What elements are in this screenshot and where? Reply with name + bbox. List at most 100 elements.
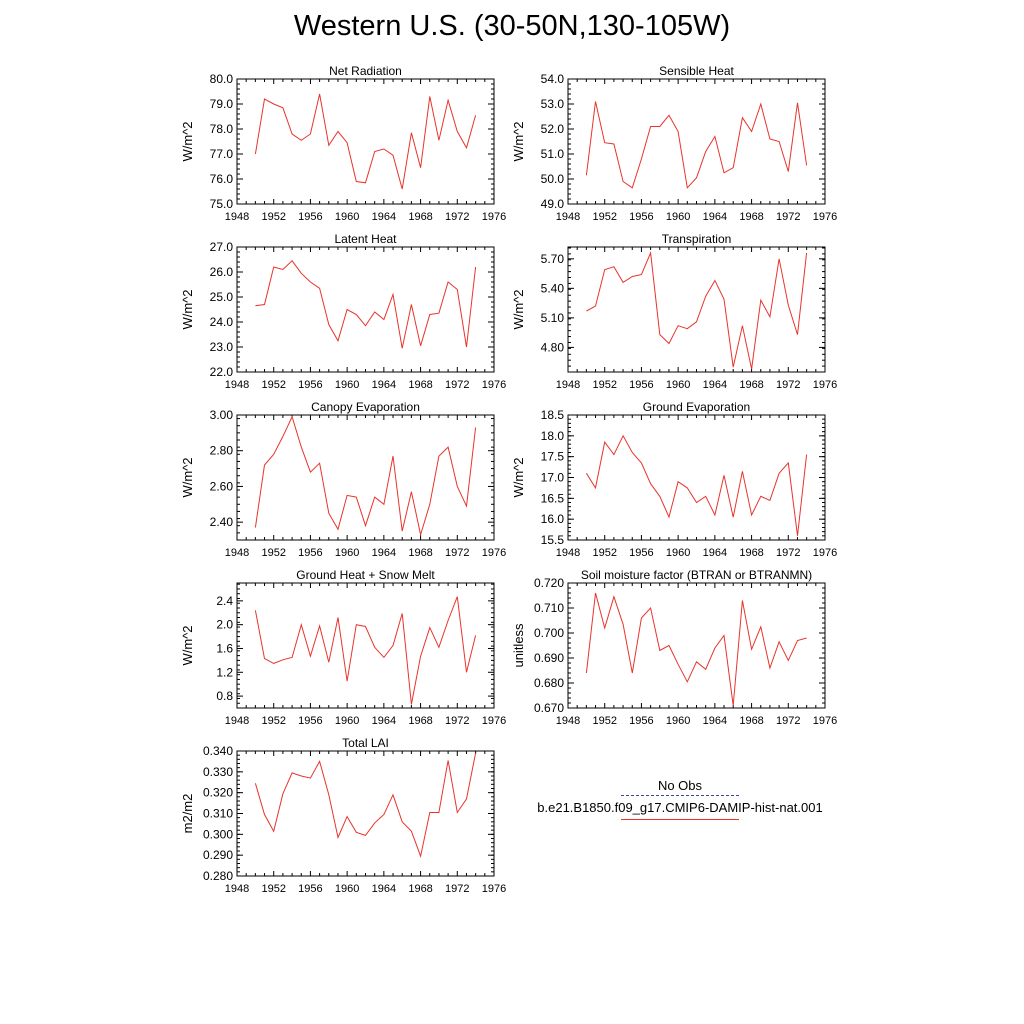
panel-title: Latent Heat xyxy=(334,232,397,246)
panel-title: Soil moisture factor (BTRAN or BTRANMN) xyxy=(581,568,812,582)
y-tick-label: 2.60 xyxy=(210,479,234,493)
x-tick-label: 1952 xyxy=(261,547,285,559)
y-tick-label: 17.5 xyxy=(541,450,565,464)
y-tick-label: 1.2 xyxy=(216,665,233,679)
page-title: Western U.S. (30-50N,130-105W) xyxy=(293,10,731,42)
x-tick-label: 1976 xyxy=(813,211,837,223)
y-tick-label: 5.70 xyxy=(541,252,565,266)
x-tick-label: 1972 xyxy=(445,715,469,727)
y-tick-label: 0.670 xyxy=(534,701,564,715)
y-tick-label: 53.0 xyxy=(541,97,565,111)
x-tick-label: 1964 xyxy=(372,547,396,559)
chart-panel-6: Ground Evaporation W/m^2 1948 1952 1956 1960 1… xyxy=(511,400,837,559)
series-line xyxy=(254,415,477,537)
x-tick-label: 1948 xyxy=(225,715,249,727)
y-tick-label: 15.5 xyxy=(541,533,565,547)
plot-frame xyxy=(567,78,826,205)
x-tick-label: 1952 xyxy=(592,547,616,559)
x-tick-label: 1964 xyxy=(372,715,396,727)
x-tick-label: 1968 xyxy=(408,883,432,895)
x-tick-label: 1948 xyxy=(556,211,580,223)
legend: No Obs b.e21.B1850.f09_g17.CMIP6-DAMIP-h… xyxy=(520,778,840,824)
x-tick-label: 1976 xyxy=(482,379,506,391)
x-tick-label: 1964 xyxy=(372,379,396,391)
y-axis-label: W/m^2 xyxy=(180,625,195,665)
y-tick-label: 52.0 xyxy=(541,122,565,136)
chart-panel-2: Sensible Heat W/m^2 1948 1952 1956 1960 1964 19… xyxy=(511,64,837,223)
series-line xyxy=(254,93,477,190)
plot-frame xyxy=(236,78,495,205)
series-line xyxy=(586,250,808,370)
y-axis-label: W/m^2 xyxy=(180,289,195,329)
panel-title: Net Radiation xyxy=(329,64,402,78)
x-tick-label: 1960 xyxy=(666,715,690,727)
x-tick-label: 1976 xyxy=(482,211,506,223)
y-tick-label: 0.690 xyxy=(534,651,564,665)
y-axis-label: W/m^2 xyxy=(511,457,526,497)
x-tick-label: 1948 xyxy=(556,547,580,559)
x-tick-label: 1960 xyxy=(335,211,359,223)
y-tick-label: 23.0 xyxy=(210,340,234,354)
legend-obs-label: No Obs xyxy=(657,778,703,793)
panel-title: Ground Heat + Snow Melt xyxy=(296,568,435,582)
x-tick-label: 1968 xyxy=(408,211,432,223)
y-tick-label: 0.700 xyxy=(534,626,564,640)
y-tick-label: 50.0 xyxy=(541,172,565,186)
x-tick-label: 1956 xyxy=(629,379,653,391)
x-tick-label: 1952 xyxy=(261,715,285,727)
y-axis-label: m2/m2 xyxy=(180,794,195,834)
y-tick-label: 0.280 xyxy=(203,869,233,883)
y-tick-label: 0.680 xyxy=(534,676,564,690)
x-tick-label: 1964 xyxy=(703,547,727,559)
y-tick-label: 2.40 xyxy=(210,515,234,529)
y-tick-label: 49.0 xyxy=(541,197,565,211)
y-tick-label: 0.330 xyxy=(203,765,233,779)
legend-model-line xyxy=(621,819,739,820)
y-tick-label: 5.10 xyxy=(541,311,565,325)
x-tick-label: 1956 xyxy=(629,211,653,223)
x-tick-label: 1972 xyxy=(445,211,469,223)
y-tick-label: 75.0 xyxy=(210,197,234,211)
chart-panel-1: Net Radiation W/m^2 1948 1952 1956 1960 1964 19… xyxy=(180,64,506,223)
x-tick-label: 1956 xyxy=(298,547,322,559)
y-axis-label: W/m^2 xyxy=(511,121,526,161)
y-tick-label: 25.0 xyxy=(210,290,234,304)
x-tick-label: 1972 xyxy=(445,379,469,391)
x-tick-label: 1968 xyxy=(739,715,763,727)
y-tick-label: 0.310 xyxy=(203,807,233,821)
x-tick-label: 1960 xyxy=(335,715,359,727)
x-tick-label: 1952 xyxy=(261,883,285,895)
y-axis-label: W/m^2 xyxy=(180,457,195,497)
x-tick-label: 1960 xyxy=(666,379,690,391)
x-tick-label: 1976 xyxy=(482,547,506,559)
y-tick-label: 26.0 xyxy=(210,265,234,279)
plot-frame xyxy=(567,582,826,709)
x-tick-label: 1952 xyxy=(592,379,616,391)
x-tick-label: 1960 xyxy=(666,547,690,559)
chart-panel-3: Latent Heat W/m^2 1948 1952 1956 1960 1964 1968… xyxy=(180,232,506,391)
series-line xyxy=(585,101,808,189)
x-tick-label: 1968 xyxy=(408,379,432,391)
x-tick-label: 1956 xyxy=(298,883,322,895)
chart-panel-7: Ground Heat + Snow Melt W/m^2 1948 1952 1956… xyxy=(180,568,506,727)
x-tick-label: 1948 xyxy=(556,715,580,727)
x-tick-label: 1976 xyxy=(813,379,837,391)
x-tick-label: 1956 xyxy=(629,715,653,727)
x-tick-label: 1976 xyxy=(482,715,506,727)
y-tick-label: 78.0 xyxy=(210,122,234,136)
y-tick-label: 0.720 xyxy=(534,576,564,590)
x-tick-label: 1964 xyxy=(703,379,727,391)
y-axis-label: W/m^2 xyxy=(511,289,526,329)
y-tick-label: 22.0 xyxy=(210,365,234,379)
panel-title: Canopy Evaporation xyxy=(311,400,420,414)
x-tick-label: 1972 xyxy=(776,211,800,223)
x-tick-label: 1976 xyxy=(813,715,837,727)
x-tick-label: 1960 xyxy=(666,211,690,223)
x-tick-label: 1968 xyxy=(739,379,763,391)
panel-title: Total LAI xyxy=(342,736,389,750)
y-tick-label: 77.0 xyxy=(210,147,234,161)
x-tick-label: 1952 xyxy=(261,379,285,391)
x-tick-label: 1948 xyxy=(225,547,249,559)
x-tick-label: 1948 xyxy=(225,379,249,391)
